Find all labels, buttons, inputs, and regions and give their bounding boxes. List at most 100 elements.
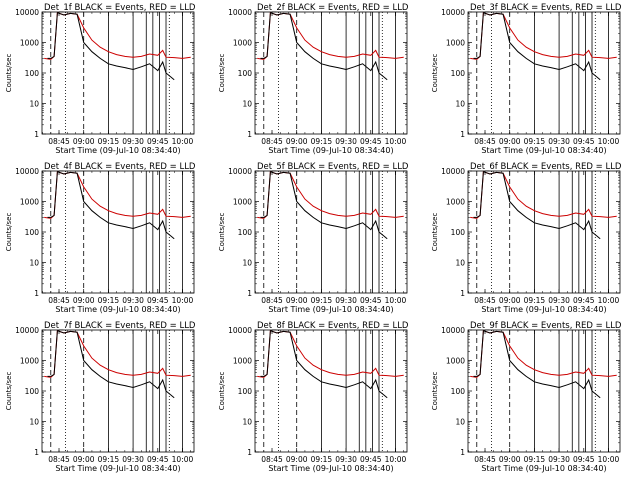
x-tick-label: 10:00: [385, 455, 407, 464]
x-tick-label: 09:15: [524, 137, 546, 146]
y-tick-label: 1000: [20, 357, 39, 366]
events-series-line: [47, 330, 175, 399]
x-tick-label: 10:00: [598, 455, 620, 464]
x-tick-label: 09:00: [499, 455, 521, 464]
y-tick-label: 10000: [228, 8, 252, 17]
panel-6: 1 10 100 1000 10000 08:45 09:00 09:15 09:30 09:45…: [431, 162, 622, 314]
x-tick-label: 09:15: [524, 296, 546, 305]
x-tick-label: 09:00: [73, 455, 95, 464]
y-axis-label: Counts/sec: [5, 213, 13, 252]
y-tick-label: 1: [247, 130, 252, 139]
y-tick-label: 1: [34, 130, 39, 139]
x-tick-label: 09:15: [98, 296, 120, 305]
panel-title: Det_6f BLACK = Events, RED = LLD: [470, 162, 622, 172]
plot-frame: [254, 329, 408, 453]
x-axis-label: Start Time (09-Jul-10 08:34:40): [55, 146, 180, 155]
lld-series-line: [470, 171, 617, 219]
y-tick-label: 100: [238, 387, 253, 396]
x-tick-label: 08:45: [261, 296, 283, 305]
lld-series-line: [257, 12, 404, 60]
x-tick-label: 10:00: [385, 296, 407, 305]
y-tick-label: 10: [29, 418, 39, 427]
x-axis-label: Start Time (09-Jul-10 08:34:40): [481, 464, 606, 473]
plot-frame: [41, 11, 195, 135]
x-tick-label: 09:45: [147, 296, 169, 305]
x-tick-label: 09:00: [286, 137, 308, 146]
x-tick-label: 10:00: [598, 137, 620, 146]
y-axis-label: Counts/sec: [218, 372, 226, 411]
y-tick-label: 10000: [441, 8, 465, 17]
x-tick-label: 10:00: [172, 137, 194, 146]
x-tick-label: 09:30: [122, 455, 144, 464]
panel-title: Det_9f BLACK = Events, RED = LLD: [470, 321, 622, 331]
panel-title: Det_1f BLACK = Events, RED = LLD: [44, 3, 196, 13]
plot-frame: [254, 11, 408, 135]
y-tick-label: 10000: [15, 326, 39, 335]
y-tick-label: 1000: [233, 39, 252, 48]
x-tick-label: 09:45: [573, 455, 595, 464]
y-tick-label: 1000: [446, 357, 465, 366]
panel-5: 1 10 100 1000 10000 08:45 09:00 09:15 09:30 09:45…: [218, 162, 409, 314]
x-tick-label: 09:30: [548, 137, 570, 146]
y-tick-label: 10: [455, 100, 465, 109]
y-tick-label: 100: [238, 228, 253, 237]
plot-frame: [41, 329, 195, 453]
events-series-line: [473, 330, 601, 399]
x-tick-label: 08:45: [48, 296, 70, 305]
x-tick-label: 10:00: [385, 137, 407, 146]
plot-frame: [254, 170, 408, 294]
x-axis-label: Start Time (09-Jul-10 08:34:40): [481, 305, 606, 314]
panel-title: Det_7f BLACK = Events, RED = LLD: [44, 321, 196, 331]
x-axis-label: Start Time (09-Jul-10 08:34:40): [481, 146, 606, 155]
y-tick-label: 10000: [228, 167, 252, 176]
plot-frame: [467, 329, 621, 453]
y-tick-label: 1000: [446, 39, 465, 48]
y-axis-label: Counts/sec: [218, 213, 226, 252]
y-tick-label: 10000: [15, 167, 39, 176]
x-tick-label: 08:45: [474, 296, 496, 305]
x-tick-label: 09:15: [98, 455, 120, 464]
lld-series-line: [470, 12, 617, 60]
y-tick-label: 10000: [441, 167, 465, 176]
x-tick-label: 08:45: [48, 455, 70, 464]
y-tick-label: 10: [29, 100, 39, 109]
x-tick-label: 09:30: [335, 137, 357, 146]
events-series-line: [47, 171, 175, 240]
events-series-line: [260, 12, 388, 81]
x-tick-label: 10:00: [598, 296, 620, 305]
y-tick-label: 10000: [441, 326, 465, 335]
events-series-line: [473, 12, 601, 81]
x-tick-label: 10:00: [172, 296, 194, 305]
events-series-line: [47, 12, 175, 81]
x-tick-label: 08:45: [474, 455, 496, 464]
panel-title: Det_5f BLACK = Events, RED = LLD: [257, 162, 409, 172]
x-tick-label: 09:30: [335, 296, 357, 305]
x-tick-label: 09:00: [286, 296, 308, 305]
lld-series-line: [470, 330, 617, 378]
x-axis-label: Start Time (09-Jul-10 08:34:40): [268, 305, 393, 314]
y-tick-label: 1: [34, 448, 39, 457]
x-tick-label: 09:45: [360, 137, 382, 146]
plot-frame: [41, 170, 195, 294]
y-tick-label: 100: [25, 387, 40, 396]
y-tick-label: 10: [242, 259, 252, 268]
x-tick-label: 10:00: [172, 455, 194, 464]
x-tick-label: 09:00: [73, 137, 95, 146]
lld-series-line: [257, 330, 404, 378]
panel-title: Det_2f BLACK = Events, RED = LLD: [257, 3, 409, 13]
x-tick-label: 08:45: [474, 137, 496, 146]
x-tick-label: 09:30: [335, 455, 357, 464]
y-tick-label: 10: [455, 259, 465, 268]
x-tick-label: 09:00: [286, 455, 308, 464]
y-tick-label: 100: [25, 228, 40, 237]
y-tick-label: 10: [29, 259, 39, 268]
panel-7: 1 10 100 1000 10000 08:45 09:00 09:15 09:30 09:45…: [5, 321, 196, 473]
x-axis-label: Start Time (09-Jul-10 08:34:40): [55, 305, 180, 314]
y-tick-label: 1000: [20, 198, 39, 207]
panel-2: 1 10 100 1000 10000 08:45 09:00 09:15 09:30 09:45…: [218, 3, 409, 155]
panel-8: 1 10 100 1000 10000 08:45 09:00 09:15 09:30 09:45…: [218, 321, 409, 473]
x-tick-label: 09:15: [311, 296, 333, 305]
panel-title: Det_4f BLACK = Events, RED = LLD: [44, 162, 196, 172]
x-tick-label: 09:45: [147, 455, 169, 464]
